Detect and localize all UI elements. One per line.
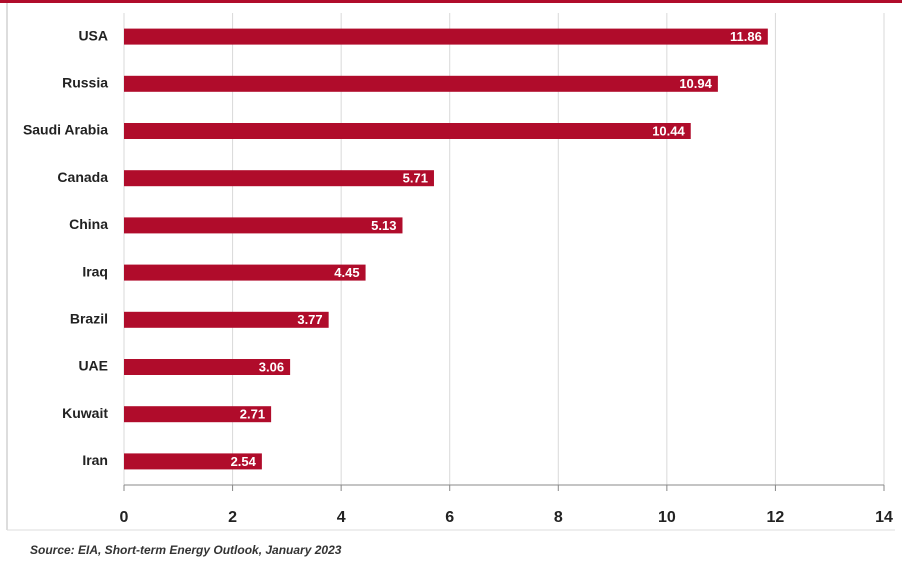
value-label: 5.13 (371, 218, 396, 233)
value-label: 2.54 (231, 454, 257, 469)
y-tick-label: Iran (82, 452, 108, 468)
x-tick-label: 4 (337, 509, 346, 526)
bar (124, 406, 272, 423)
y-tick-label: Russia (62, 75, 108, 91)
y-tick-label: Saudi Arabia (23, 122, 108, 138)
x-tick-label: 14 (875, 509, 893, 526)
bar (124, 75, 718, 92)
y-tick-label: Canada (57, 169, 108, 185)
value-label: 10.94 (679, 76, 712, 91)
top-rule (0, 0, 902, 3)
y-tick-label: UAE (78, 358, 108, 374)
y-tick-label: China (69, 216, 108, 232)
value-label: 4.45 (334, 265, 359, 280)
value-label: 10.44 (652, 123, 685, 138)
bar (124, 264, 366, 281)
value-label: 3.06 (259, 359, 284, 374)
y-tick-label: USA (78, 27, 108, 43)
x-tick-label: 10 (658, 509, 676, 526)
value-label: 3.77 (297, 312, 322, 327)
source-note: Source: EIA, Short-term Energy Outlook, … (30, 543, 342, 557)
value-label: 2.71 (240, 407, 265, 422)
x-tick-label: 8 (554, 509, 563, 526)
value-label: 11.86 (730, 29, 762, 44)
value-label: 5.71 (403, 171, 428, 186)
bar (124, 28, 768, 45)
bar (124, 359, 291, 375)
y-tick-label: Iraq (82, 263, 108, 279)
bar (124, 453, 262, 470)
bar (124, 311, 329, 328)
bar (124, 123, 691, 139)
y-tick-label: Brazil (70, 311, 108, 327)
x-tick-label: 6 (445, 509, 454, 526)
x-tick-label: 2 (228, 509, 237, 526)
x-tick-label: 12 (767, 509, 785, 526)
y-tick-label: Kuwait (62, 405, 108, 421)
bar (124, 170, 434, 187)
x-tick-label: 0 (120, 509, 129, 526)
bar (124, 217, 403, 234)
